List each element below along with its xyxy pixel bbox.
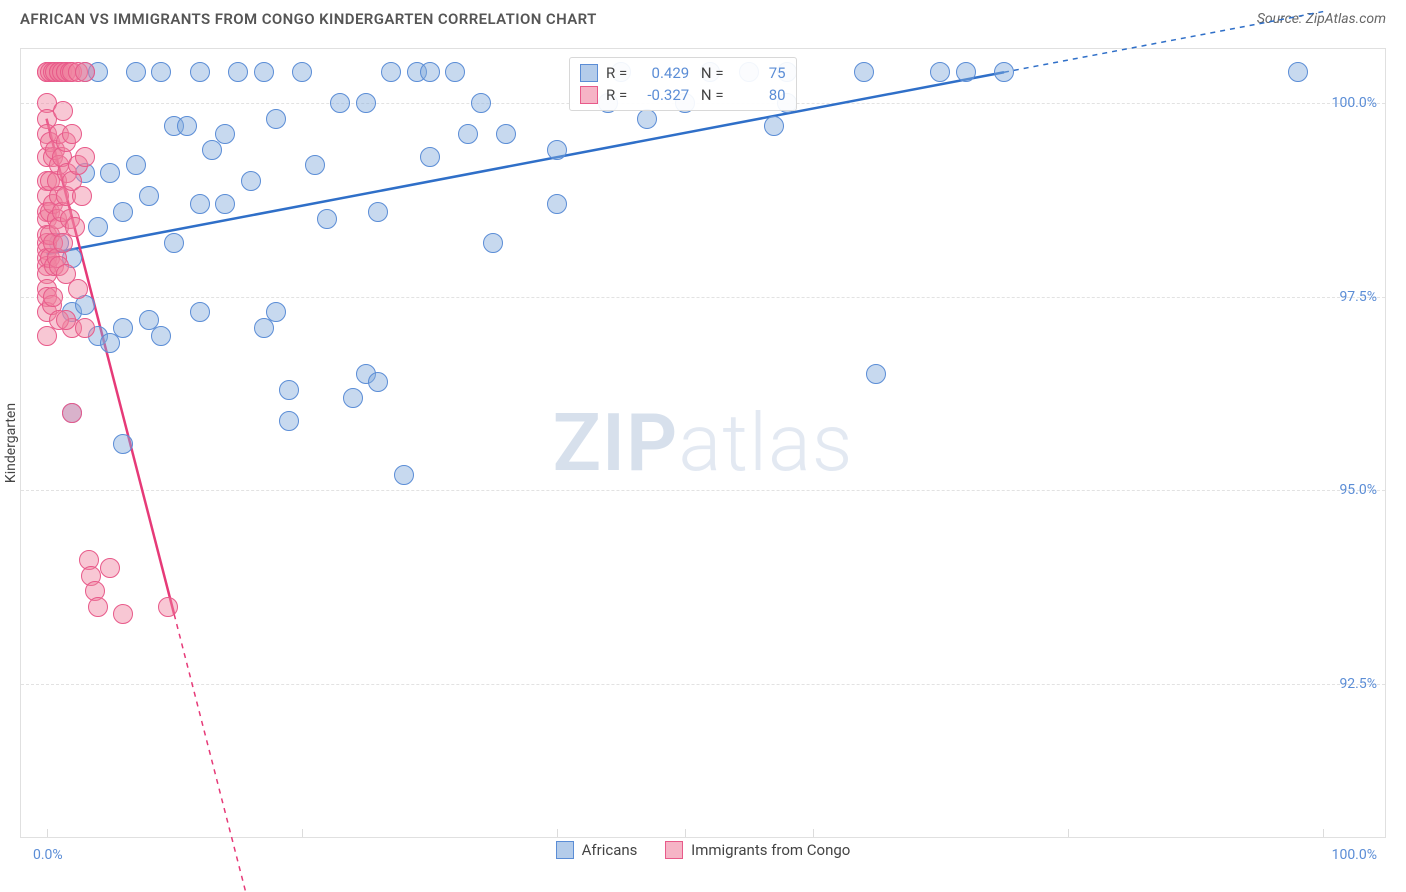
scatter-point bbox=[100, 163, 120, 183]
scatter-point bbox=[458, 124, 478, 144]
scatter-point bbox=[445, 62, 465, 82]
scatter-point bbox=[68, 279, 88, 299]
scatter-point bbox=[305, 155, 325, 175]
source-attribution: Source: ZipAtlas.com bbox=[1257, 11, 1386, 27]
scatter-point bbox=[43, 287, 63, 307]
stats-row-africans: R = 0.429 N = 75 bbox=[580, 62, 786, 84]
swatch-pink-icon bbox=[665, 841, 683, 859]
scatter-point bbox=[75, 147, 95, 167]
scatter-point bbox=[177, 116, 197, 136]
scatter-point bbox=[254, 62, 274, 82]
scatter-chart: Kindergarten 92.5%95.0%97.5%100.0% ZIPat… bbox=[20, 48, 1386, 838]
scatter-point bbox=[420, 62, 440, 82]
scatter-point bbox=[72, 186, 92, 206]
scatter-point bbox=[190, 302, 210, 322]
chart-title: AFRICAN VS IMMIGRANTS FROM CONGO KINDERG… bbox=[20, 10, 597, 28]
stats-row-congo: R = -0.327 N = 80 bbox=[580, 84, 786, 106]
n-value-africans: 75 bbox=[732, 64, 786, 82]
scatter-point bbox=[381, 62, 401, 82]
scatter-point bbox=[241, 171, 261, 191]
trend-lines bbox=[21, 49, 1387, 839]
legend-item-africans: Africans bbox=[556, 841, 638, 859]
scatter-point bbox=[75, 62, 95, 82]
trend-line bbox=[47, 72, 1004, 254]
scatter-point bbox=[394, 465, 414, 485]
scatter-point bbox=[317, 209, 337, 229]
legend-item-congo: Immigrants from Congo bbox=[665, 841, 850, 859]
legend-label-congo: Immigrants from Congo bbox=[691, 841, 850, 859]
scatter-point bbox=[994, 62, 1014, 82]
scatter-point bbox=[113, 202, 133, 222]
scatter-point bbox=[343, 388, 363, 408]
scatter-point bbox=[279, 411, 299, 431]
scatter-point bbox=[126, 155, 146, 175]
scatter-point bbox=[496, 124, 516, 144]
r-value-congo: -0.327 bbox=[635, 86, 689, 104]
scatter-point bbox=[420, 147, 440, 167]
scatter-point bbox=[164, 233, 184, 253]
scatter-point bbox=[930, 62, 950, 82]
scatter-point bbox=[266, 302, 286, 322]
scatter-point bbox=[356, 93, 376, 113]
scatter-point bbox=[215, 124, 235, 144]
scatter-point bbox=[483, 233, 503, 253]
scatter-point bbox=[637, 109, 657, 129]
scatter-point bbox=[113, 318, 133, 338]
scatter-point bbox=[471, 93, 491, 113]
scatter-point bbox=[113, 604, 133, 624]
scatter-point bbox=[53, 101, 73, 121]
series-legend: Africans Immigrants from Congo bbox=[21, 841, 1385, 863]
n-value-congo: 80 bbox=[732, 86, 786, 104]
swatch-blue-icon bbox=[556, 841, 574, 859]
scatter-point bbox=[330, 93, 350, 113]
scatter-point bbox=[65, 217, 85, 237]
scatter-point bbox=[139, 186, 159, 206]
r-value-africans: 0.429 bbox=[635, 64, 689, 82]
scatter-point bbox=[56, 310, 76, 330]
scatter-point bbox=[547, 194, 567, 214]
stats-legend: R = 0.429 N = 75 R = -0.327 N = 80 bbox=[569, 57, 797, 111]
scatter-point bbox=[113, 434, 133, 454]
scatter-point bbox=[292, 62, 312, 82]
scatter-point bbox=[764, 116, 784, 136]
scatter-point bbox=[228, 62, 248, 82]
scatter-point bbox=[126, 62, 146, 82]
scatter-point bbox=[88, 597, 108, 617]
scatter-point bbox=[956, 62, 976, 82]
scatter-point bbox=[190, 194, 210, 214]
scatter-point bbox=[62, 124, 82, 144]
scatter-point bbox=[88, 217, 108, 237]
scatter-point bbox=[368, 202, 388, 222]
scatter-point bbox=[62, 403, 82, 423]
scatter-point bbox=[151, 326, 171, 346]
scatter-point bbox=[158, 597, 178, 617]
scatter-point bbox=[151, 62, 171, 82]
swatch-pink-icon bbox=[580, 86, 598, 104]
scatter-point bbox=[1288, 62, 1308, 82]
scatter-point bbox=[866, 364, 886, 384]
scatter-point bbox=[190, 62, 210, 82]
scatter-point bbox=[266, 109, 286, 129]
scatter-point bbox=[368, 372, 388, 392]
scatter-point bbox=[215, 194, 235, 214]
scatter-point bbox=[547, 140, 567, 160]
y-axis-title: Kindergarten bbox=[3, 403, 19, 483]
scatter-point bbox=[854, 62, 874, 82]
swatch-blue-icon bbox=[580, 64, 598, 82]
scatter-point bbox=[75, 318, 95, 338]
legend-label-africans: Africans bbox=[582, 841, 638, 859]
scatter-point bbox=[100, 558, 120, 578]
scatter-point bbox=[279, 380, 299, 400]
